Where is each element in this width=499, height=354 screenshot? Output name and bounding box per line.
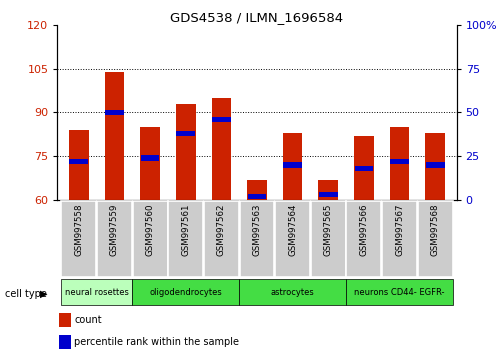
Bar (61, 201, 96, 277)
Bar (212, 117, 231, 122)
Text: GSM997560: GSM997560 (146, 203, 155, 256)
Bar (132, 279, 239, 305)
Bar (239, 279, 346, 305)
Text: GSM997561: GSM997561 (181, 203, 190, 256)
Text: cell type: cell type (5, 289, 47, 299)
Bar (318, 179, 338, 200)
Bar (212, 98, 231, 200)
Bar (133, 201, 168, 277)
Bar (346, 201, 381, 277)
Bar (390, 159, 409, 164)
Text: neural rosettes: neural rosettes (65, 287, 129, 297)
Bar (176, 131, 195, 136)
Bar (283, 133, 302, 200)
Bar (247, 179, 267, 200)
Bar (168, 201, 203, 277)
Bar (204, 201, 239, 277)
Bar (59, 335, 70, 349)
Text: GSM997564: GSM997564 (288, 203, 297, 256)
Bar (319, 192, 338, 198)
Bar (141, 155, 159, 161)
Text: oligodendrocytes: oligodendrocytes (149, 287, 222, 297)
Bar (355, 166, 373, 171)
Text: GSM997566: GSM997566 (359, 203, 368, 256)
Bar (311, 201, 346, 277)
Text: percentile rank within the sample: percentile rank within the sample (74, 337, 239, 347)
Bar (105, 72, 124, 200)
Text: GSM997562: GSM997562 (217, 203, 226, 256)
Bar (275, 201, 310, 277)
Bar (418, 201, 453, 277)
Bar (97, 201, 132, 277)
Bar (140, 127, 160, 200)
Bar (69, 159, 88, 164)
Text: GSM997559: GSM997559 (110, 203, 119, 256)
Bar (248, 194, 266, 199)
Text: count: count (74, 315, 102, 325)
Bar (426, 162, 445, 167)
Text: neurons CD44- EGFR-: neurons CD44- EGFR- (354, 287, 445, 297)
Bar (390, 127, 409, 200)
Bar (105, 110, 124, 115)
Bar (240, 201, 274, 277)
Bar (69, 130, 89, 200)
Text: GSM997563: GSM997563 (252, 203, 261, 256)
Text: astrocytes: astrocytes (271, 287, 314, 297)
Text: GSM997567: GSM997567 (395, 203, 404, 256)
Bar (382, 201, 417, 277)
Text: ▶: ▶ (40, 289, 47, 299)
Bar (176, 104, 196, 200)
Bar (59, 313, 70, 327)
Bar (346, 279, 453, 305)
Bar (354, 136, 374, 200)
Text: GSM997565: GSM997565 (324, 203, 333, 256)
Text: GSM997558: GSM997558 (74, 203, 83, 256)
Bar (283, 162, 302, 167)
Bar (425, 133, 445, 200)
Title: GDS4538 / ILMN_1696584: GDS4538 / ILMN_1696584 (171, 11, 343, 24)
Text: GSM997568: GSM997568 (431, 203, 440, 256)
Bar (61, 279, 132, 305)
